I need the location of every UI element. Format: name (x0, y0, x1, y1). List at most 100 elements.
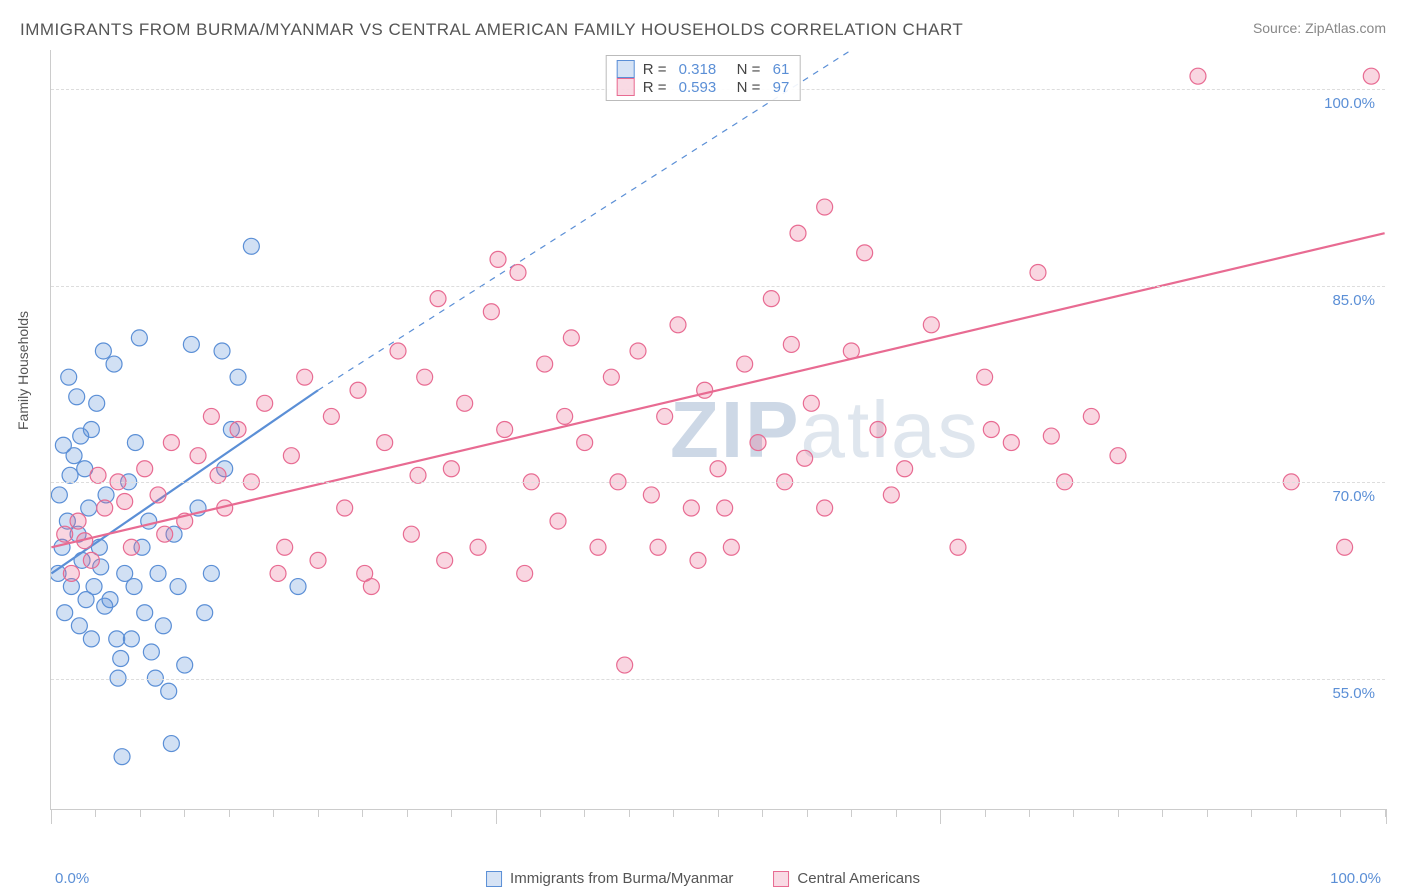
scatter-point (517, 565, 533, 581)
x-minor-tick (407, 809, 408, 817)
scatter-point (977, 369, 993, 385)
scatter-point (177, 657, 193, 673)
scatter-point (223, 422, 239, 438)
n-label: N = (724, 79, 764, 96)
stats-row: R = 0.318 N = 61 (617, 60, 790, 78)
x-minor-tick (184, 809, 185, 817)
scatter-point (170, 579, 186, 595)
scatter-point (857, 245, 873, 261)
scatter-point (83, 552, 99, 568)
chart-title: IMMIGRANTS FROM BURMA/MYANMAR VS CENTRAL… (20, 20, 963, 40)
scatter-point (950, 539, 966, 555)
x-minor-tick (140, 809, 141, 817)
trend-line-extrapolated (318, 50, 851, 390)
scatter-point (417, 369, 433, 385)
scatter-point (230, 369, 246, 385)
scatter-point (78, 592, 94, 608)
scatter-point (457, 395, 473, 411)
scatter-point (657, 408, 673, 424)
scatter-point (490, 251, 506, 267)
scatter-point (150, 565, 166, 581)
scatter-point (723, 539, 739, 555)
scatter-point (563, 330, 579, 346)
scatter-point (197, 605, 213, 621)
scatter-point (290, 579, 306, 595)
x-minor-tick (51, 809, 52, 817)
x-minor-tick (807, 809, 808, 817)
scatter-point (337, 500, 353, 516)
x-minor-tick (1073, 809, 1074, 817)
scatter-point (390, 343, 406, 359)
scatter-point (117, 565, 133, 581)
y-tick-label: 100.0% (1324, 95, 1375, 112)
scatter-point (650, 539, 666, 555)
scatter-point (363, 579, 379, 595)
scatter-point (177, 513, 193, 529)
legend-label: Central Americans (797, 870, 920, 887)
series-swatch (617, 60, 635, 78)
scatter-point (61, 369, 77, 385)
scatter-point (603, 369, 619, 385)
x-minor-tick (762, 809, 763, 817)
scatter-point (283, 448, 299, 464)
scatter-point (683, 500, 699, 516)
gridline (51, 482, 1385, 483)
x-major-tick (1386, 809, 1387, 824)
scatter-point (77, 461, 93, 477)
scatter-point (131, 330, 147, 346)
correlation-stats-box: R = 0.318 N = 61R = 0.593 N = 97 (606, 55, 801, 101)
scatter-point (710, 461, 726, 477)
scatter-point (843, 343, 859, 359)
scatter-point (783, 336, 799, 352)
x-minor-tick (1296, 809, 1297, 817)
scatter-point (617, 657, 633, 673)
scatter-point (190, 500, 206, 516)
scatter-point (270, 565, 286, 581)
x-minor-tick (229, 809, 230, 817)
x-minor-tick (896, 809, 897, 817)
scatter-point (73, 428, 89, 444)
scatter-point (323, 408, 339, 424)
y-tick-label: 85.0% (1332, 292, 1375, 309)
scatter-point (550, 513, 566, 529)
n-label: N = (724, 61, 764, 78)
scatter-point (214, 343, 230, 359)
scatter-point (817, 500, 833, 516)
scatter-point (717, 500, 733, 516)
scatter-point (66, 448, 82, 464)
x-minor-tick (1385, 809, 1386, 817)
scatter-point (410, 467, 426, 483)
scatter-point (310, 552, 326, 568)
x-minor-tick (629, 809, 630, 817)
x-axis-max-label: 100.0% (1330, 870, 1381, 887)
scatter-point (797, 450, 813, 466)
gridline (51, 679, 1385, 680)
scatter-point (51, 487, 67, 503)
series-swatch (617, 78, 635, 96)
source-label: Source: ZipAtlas.com (1253, 20, 1386, 36)
scatter-point (483, 304, 499, 320)
watermark: ZIPatlas (670, 384, 979, 476)
scatter-point (90, 467, 106, 483)
trend-line (51, 233, 1384, 547)
r-value: 0.593 (679, 79, 717, 96)
scatter-point (89, 395, 105, 411)
scatter-point (690, 552, 706, 568)
scatter-point (377, 435, 393, 451)
x-minor-tick (95, 809, 96, 817)
scatter-point (163, 736, 179, 752)
scatter-point (510, 264, 526, 280)
x-minor-tick (940, 809, 941, 817)
x-minor-tick (985, 809, 986, 817)
scatter-point (350, 382, 366, 398)
stats-row: R = 0.593 N = 97 (617, 78, 790, 96)
x-minor-tick (1340, 809, 1341, 817)
n-value: 61 (773, 61, 790, 78)
scatter-point (243, 238, 259, 254)
scatter-point (117, 493, 133, 509)
r-value: 0.318 (679, 61, 717, 78)
scatter-point (983, 422, 999, 438)
scatter-point (134, 539, 150, 555)
scatter-point (763, 291, 779, 307)
legend-item: Immigrants from Burma/Myanmar (486, 870, 733, 887)
